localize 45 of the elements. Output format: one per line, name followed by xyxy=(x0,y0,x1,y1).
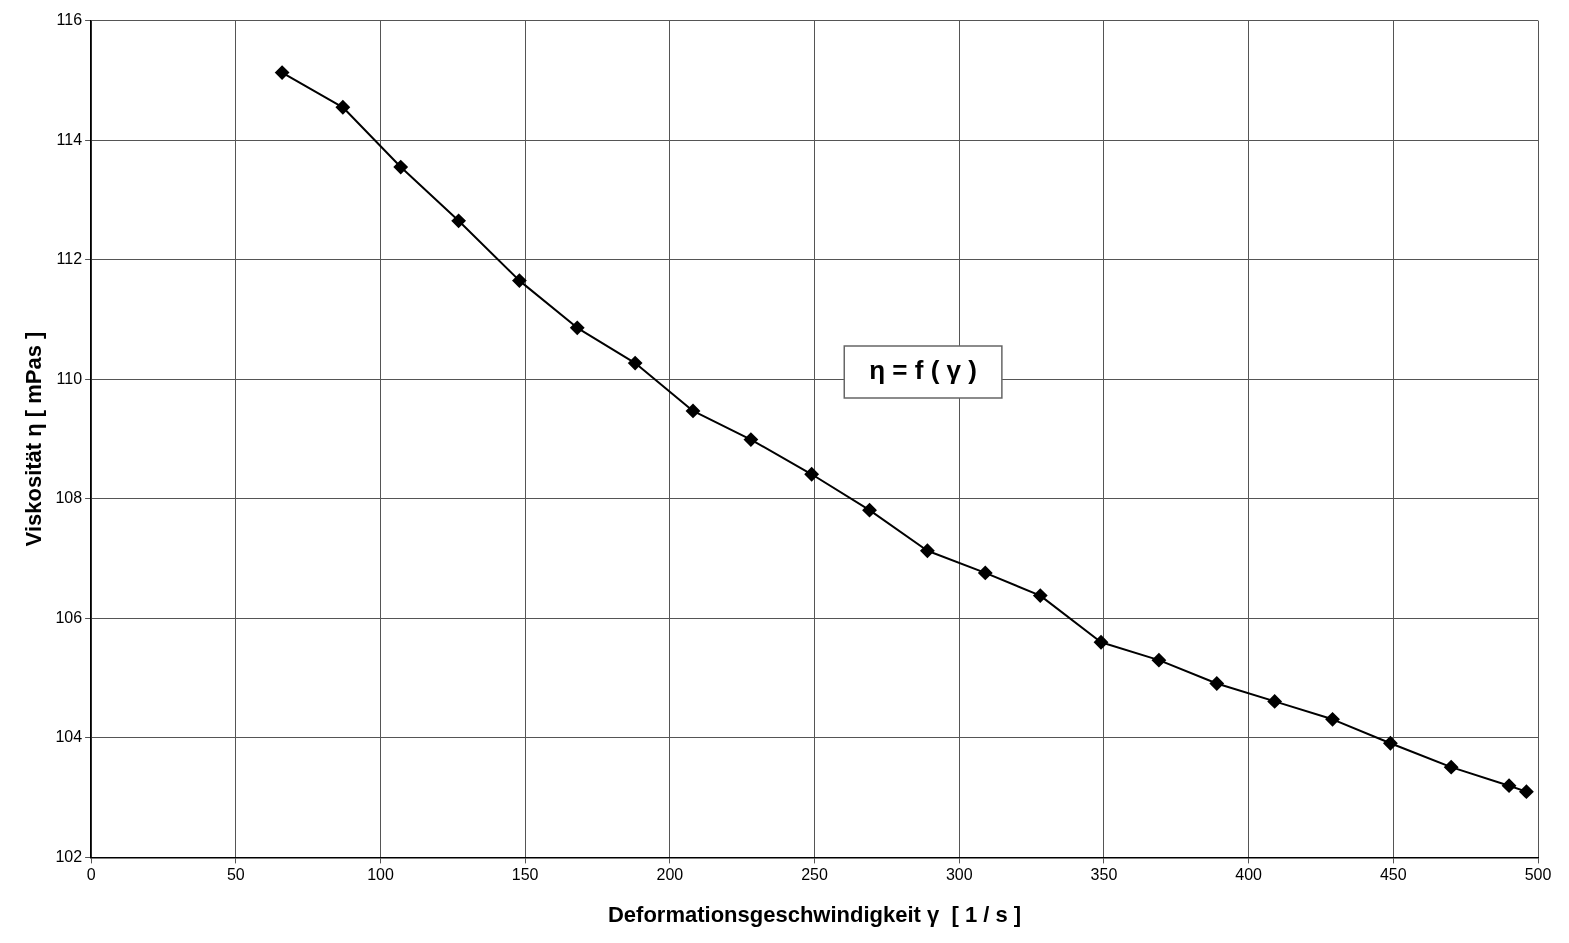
point xyxy=(628,356,643,371)
x-tick-label: 150 xyxy=(511,866,539,884)
x-tick-label: 100 xyxy=(367,866,394,884)
y-tick-label: 112 xyxy=(56,250,83,268)
point xyxy=(1033,588,1048,603)
y-tick-label: 106 xyxy=(55,608,83,626)
point xyxy=(1267,694,1282,709)
y-tick-label: 102 xyxy=(55,847,83,865)
point xyxy=(1383,736,1398,751)
x-tick-label: 250 xyxy=(801,866,828,884)
point xyxy=(335,100,350,115)
x-tick-label: 450 xyxy=(1379,866,1407,884)
x-tick-label: 350 xyxy=(1090,866,1118,884)
point xyxy=(1209,676,1224,691)
x-tick-label: 400 xyxy=(1235,866,1263,884)
x-axis-title: Deformationsgeschwindigkeit γ [ 1 / s ] xyxy=(607,901,1022,927)
point xyxy=(1444,760,1459,775)
point xyxy=(1519,784,1534,799)
point xyxy=(743,432,758,447)
x-tick-label: 200 xyxy=(656,866,684,884)
x-tick-label: 0 xyxy=(86,866,96,884)
point xyxy=(1094,635,1109,650)
x-tick-label: 300 xyxy=(945,866,973,884)
y-tick-label: 104 xyxy=(55,728,83,746)
point xyxy=(393,160,408,175)
annotation: η = f ( γ ) xyxy=(869,355,977,386)
point xyxy=(512,273,527,288)
y-tick-label: 114 xyxy=(56,130,83,148)
point xyxy=(686,403,701,418)
y-tick-label: 116 xyxy=(56,11,83,29)
point xyxy=(1502,778,1517,793)
point xyxy=(978,565,993,580)
y-tick-label: 110 xyxy=(56,369,83,387)
x-tick-label: 50 xyxy=(226,866,245,884)
point xyxy=(451,213,466,228)
y-axis-title: Viskosität η [ mPas ] xyxy=(21,331,47,547)
y-tick-label: 108 xyxy=(55,489,83,507)
point xyxy=(570,320,585,335)
point xyxy=(275,65,290,80)
point xyxy=(1325,712,1340,727)
point xyxy=(920,543,935,558)
point xyxy=(862,503,877,518)
point xyxy=(1151,653,1166,668)
x-tick-label: 500 xyxy=(1524,866,1552,884)
point xyxy=(804,467,819,482)
